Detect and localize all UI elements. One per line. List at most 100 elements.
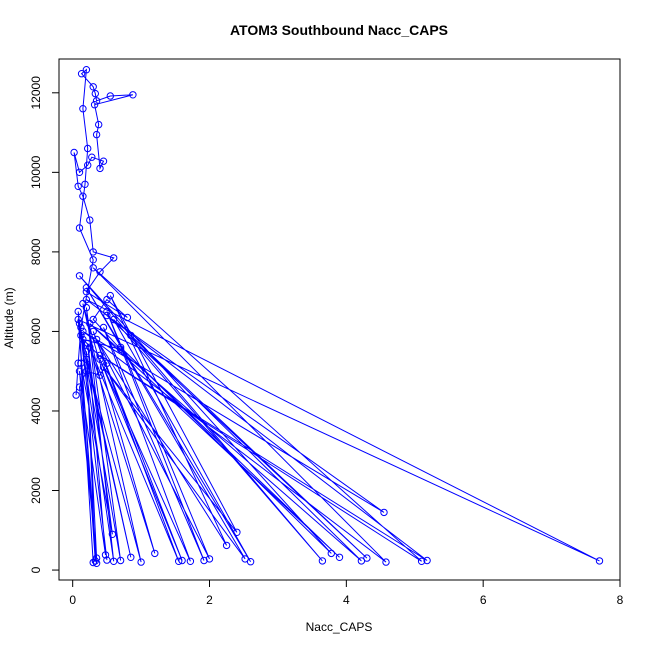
y-tick-label: 0 xyxy=(29,566,43,573)
data-point xyxy=(82,284,91,292)
data-point xyxy=(96,164,104,173)
x-tick-label: 2 xyxy=(206,593,213,607)
data-point xyxy=(151,549,159,558)
data-point xyxy=(178,556,186,565)
data-point xyxy=(84,144,92,153)
series-line xyxy=(73,68,600,564)
data-point xyxy=(84,161,92,169)
data-point xyxy=(74,307,82,316)
data-point xyxy=(77,331,85,340)
data-point xyxy=(92,97,101,105)
data-point xyxy=(205,555,214,563)
data-point xyxy=(84,339,92,348)
x-axis-label: Nacc_CAPS xyxy=(306,620,373,634)
y-axis-label: Altitude (m) xyxy=(2,287,16,348)
data-point xyxy=(77,359,85,367)
data-point xyxy=(75,272,84,280)
data-point xyxy=(222,541,231,550)
data-point xyxy=(82,295,91,304)
data-point xyxy=(92,130,101,139)
data-point xyxy=(90,101,99,109)
data-point xyxy=(79,335,87,344)
data-point xyxy=(110,254,118,262)
data-series xyxy=(70,66,604,567)
data-point xyxy=(200,556,208,565)
data-point xyxy=(79,105,87,113)
x-tick-label: 8 xyxy=(617,593,624,607)
data-point xyxy=(91,89,100,98)
y-tick-label: 10000 xyxy=(29,155,43,189)
data-point xyxy=(89,248,97,256)
y-tick-label: 8000 xyxy=(29,238,43,265)
data-point xyxy=(108,530,117,538)
data-point xyxy=(116,343,125,351)
data-point xyxy=(82,355,91,363)
data-point xyxy=(86,216,94,224)
data-point xyxy=(246,558,255,566)
data-point xyxy=(77,323,85,332)
data-point xyxy=(96,371,104,379)
data-point xyxy=(175,557,183,565)
data-point xyxy=(327,549,335,558)
data-point xyxy=(96,355,104,363)
data-point xyxy=(137,558,145,566)
data-point xyxy=(110,557,118,565)
data-point xyxy=(74,315,82,324)
data-point xyxy=(123,313,132,322)
data-point xyxy=(318,557,327,565)
data-point xyxy=(127,331,135,340)
data-point xyxy=(103,556,111,564)
data-point xyxy=(75,367,84,375)
data-point xyxy=(74,359,82,367)
data-point xyxy=(89,264,97,272)
data-point xyxy=(380,508,388,517)
data-point xyxy=(79,327,87,336)
data-point xyxy=(89,83,97,91)
data-point xyxy=(103,311,111,320)
data-point xyxy=(92,335,101,344)
x-tick-label: 6 xyxy=(480,593,487,607)
data-point xyxy=(81,180,89,189)
x-tick-label: 0 xyxy=(69,593,76,607)
data-point xyxy=(186,557,195,565)
data-point xyxy=(99,323,108,332)
data-point xyxy=(595,557,604,565)
data-point xyxy=(99,363,108,371)
y-tick-label: 4000 xyxy=(29,397,43,424)
data-point xyxy=(95,120,103,129)
data-point xyxy=(75,168,84,177)
data-point xyxy=(86,319,94,328)
y-tick-label: 2000 xyxy=(29,477,43,504)
data-point xyxy=(116,556,125,565)
y-tick-label: 6000 xyxy=(29,318,43,345)
data-point xyxy=(110,315,118,324)
data-point xyxy=(75,319,84,328)
data-point xyxy=(86,343,94,351)
data-point xyxy=(417,557,426,565)
data-point xyxy=(106,291,115,300)
data-point xyxy=(129,91,137,99)
data-point xyxy=(82,367,91,375)
data-point xyxy=(382,558,390,566)
data-point xyxy=(103,307,111,316)
data-point xyxy=(233,528,241,536)
data-point xyxy=(423,556,431,565)
data-point xyxy=(72,391,80,399)
data-point xyxy=(116,345,125,353)
data-point xyxy=(96,351,104,359)
plot-area-frame xyxy=(58,58,621,581)
data-point xyxy=(82,66,91,74)
data-point xyxy=(75,224,84,232)
x-tick-label: 4 xyxy=(343,593,350,607)
data-point xyxy=(82,288,91,296)
data-point xyxy=(75,383,84,391)
data-point xyxy=(79,192,87,200)
data-point xyxy=(106,92,115,100)
data-point xyxy=(101,551,110,559)
data-point xyxy=(92,559,101,567)
data-point xyxy=(335,553,344,561)
data-point xyxy=(70,148,78,157)
y-tick-label: 12000 xyxy=(29,76,43,110)
data-point xyxy=(96,268,104,276)
